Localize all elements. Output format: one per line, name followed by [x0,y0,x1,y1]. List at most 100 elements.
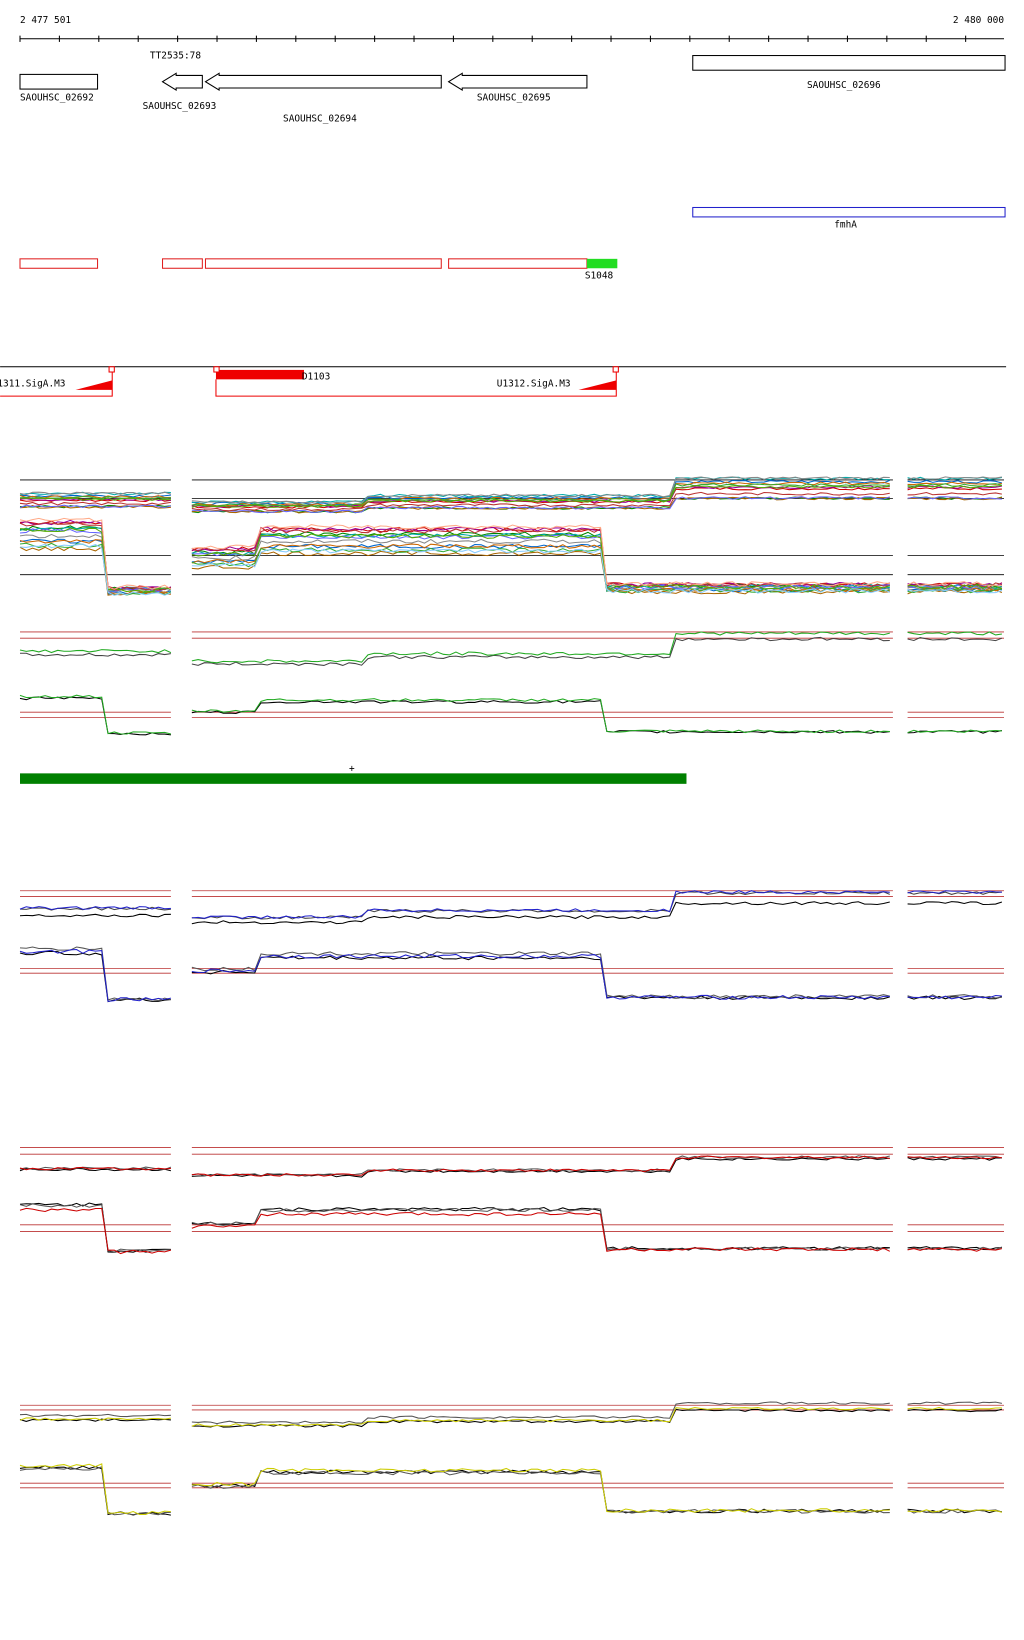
signal-line [907,637,1003,642]
signal-line [191,476,890,504]
promoter-line [215,366,617,397]
red-feature [161,258,203,269]
promoter-triangle [75,380,113,390]
signal-line [907,1408,1003,1413]
ruler-ticks [19,35,967,42]
promoter-label: U1312.SigA.M3 [497,379,571,390]
signal-line [907,994,1002,1000]
signal-line [907,484,1002,489]
signal-line [191,891,890,920]
signal-line [907,481,1002,486]
signal-line [191,699,890,734]
signal-line [191,1470,890,1514]
signal-line [19,649,172,654]
signal-line [907,631,1002,636]
signal-line [191,890,890,919]
promoter-end [213,366,220,373]
signal-line [907,1401,1003,1405]
tracks [19,476,1005,1516]
signal-line [19,539,172,595]
feature-label: fmhA [834,219,857,230]
signal-line [191,953,890,1000]
signal-line [19,1417,171,1421]
signal-line [19,517,172,590]
promoter-line [0,366,113,397]
blue-feature [692,206,1006,218]
signal-line [19,527,172,593]
signal-line [907,1155,1002,1160]
feature-label: S1048 [585,271,614,282]
signal-line [191,1157,890,1178]
signal-line [19,1202,171,1253]
signal-line [191,951,890,999]
signal-line [191,1206,890,1251]
gene-label: SAOUHSC_02696 [807,80,881,91]
signal-line [19,652,171,657]
ruler-end: 2 480 000 [953,15,1004,26]
signal-line [19,491,172,496]
signal-line [907,890,1002,894]
gene-box [19,73,99,90]
signal-line [907,901,1003,905]
signal-line [19,1466,171,1516]
gene-arrow [161,72,203,92]
signal-line [19,533,172,594]
signal-line [191,1207,890,1251]
promoter-end [612,366,619,373]
signal-line [907,588,1002,594]
signal-line [191,524,890,587]
signal-line [907,479,1003,484]
signal-line [191,1407,890,1427]
signal-line [191,631,890,664]
signal-line [907,583,1003,590]
bar-marker: + [349,763,355,774]
signal-line [191,482,890,507]
signal-line [907,496,1003,501]
signal-line [191,698,890,734]
signal-line [19,696,171,736]
signal-line [19,694,172,735]
signal-line [19,1465,171,1516]
signal-line [19,906,171,911]
signal-line [19,913,171,918]
signal-line [191,548,891,594]
promoter-end [108,366,115,373]
signal-line [19,525,172,591]
signal-line [191,1155,890,1177]
signal-line [19,950,171,1003]
signal-line [191,1408,890,1428]
signal-line [19,1463,171,1515]
genes [19,55,1006,92]
signal-line [191,531,890,589]
gene-label: SAOUHSC_02692 [20,93,94,104]
ruler-start: 2 477 501 [20,15,71,26]
gene-box [692,55,1006,71]
red-features [19,258,588,269]
signal-line [907,496,1002,500]
gene-label: SAOUHSC_02695 [477,93,551,104]
signal-line [191,534,890,590]
signal-line [191,550,890,595]
signal-line [191,479,890,506]
signal-line [907,476,1002,480]
signal-line [191,1467,890,1513]
signal-line [19,497,171,501]
signal-line [19,1413,171,1418]
signal-line [191,1155,890,1177]
signal-line [19,491,171,496]
promoter-label: U1311.SigA.M3 [0,379,65,390]
signal-line [907,485,1002,489]
signal-line [19,501,171,506]
gene-label: SAOUHSC_02694 [283,114,357,125]
signal-line [19,1203,171,1254]
signal-line [191,527,890,588]
signal-line [191,1211,891,1252]
gene-arrow [204,72,442,92]
marker-label: TT2535:78 [150,51,201,62]
signal-line [907,483,1003,487]
signal-line [907,581,1002,587]
signal-line [19,946,172,1002]
signal-line [191,484,890,508]
signal-line [907,891,1002,895]
